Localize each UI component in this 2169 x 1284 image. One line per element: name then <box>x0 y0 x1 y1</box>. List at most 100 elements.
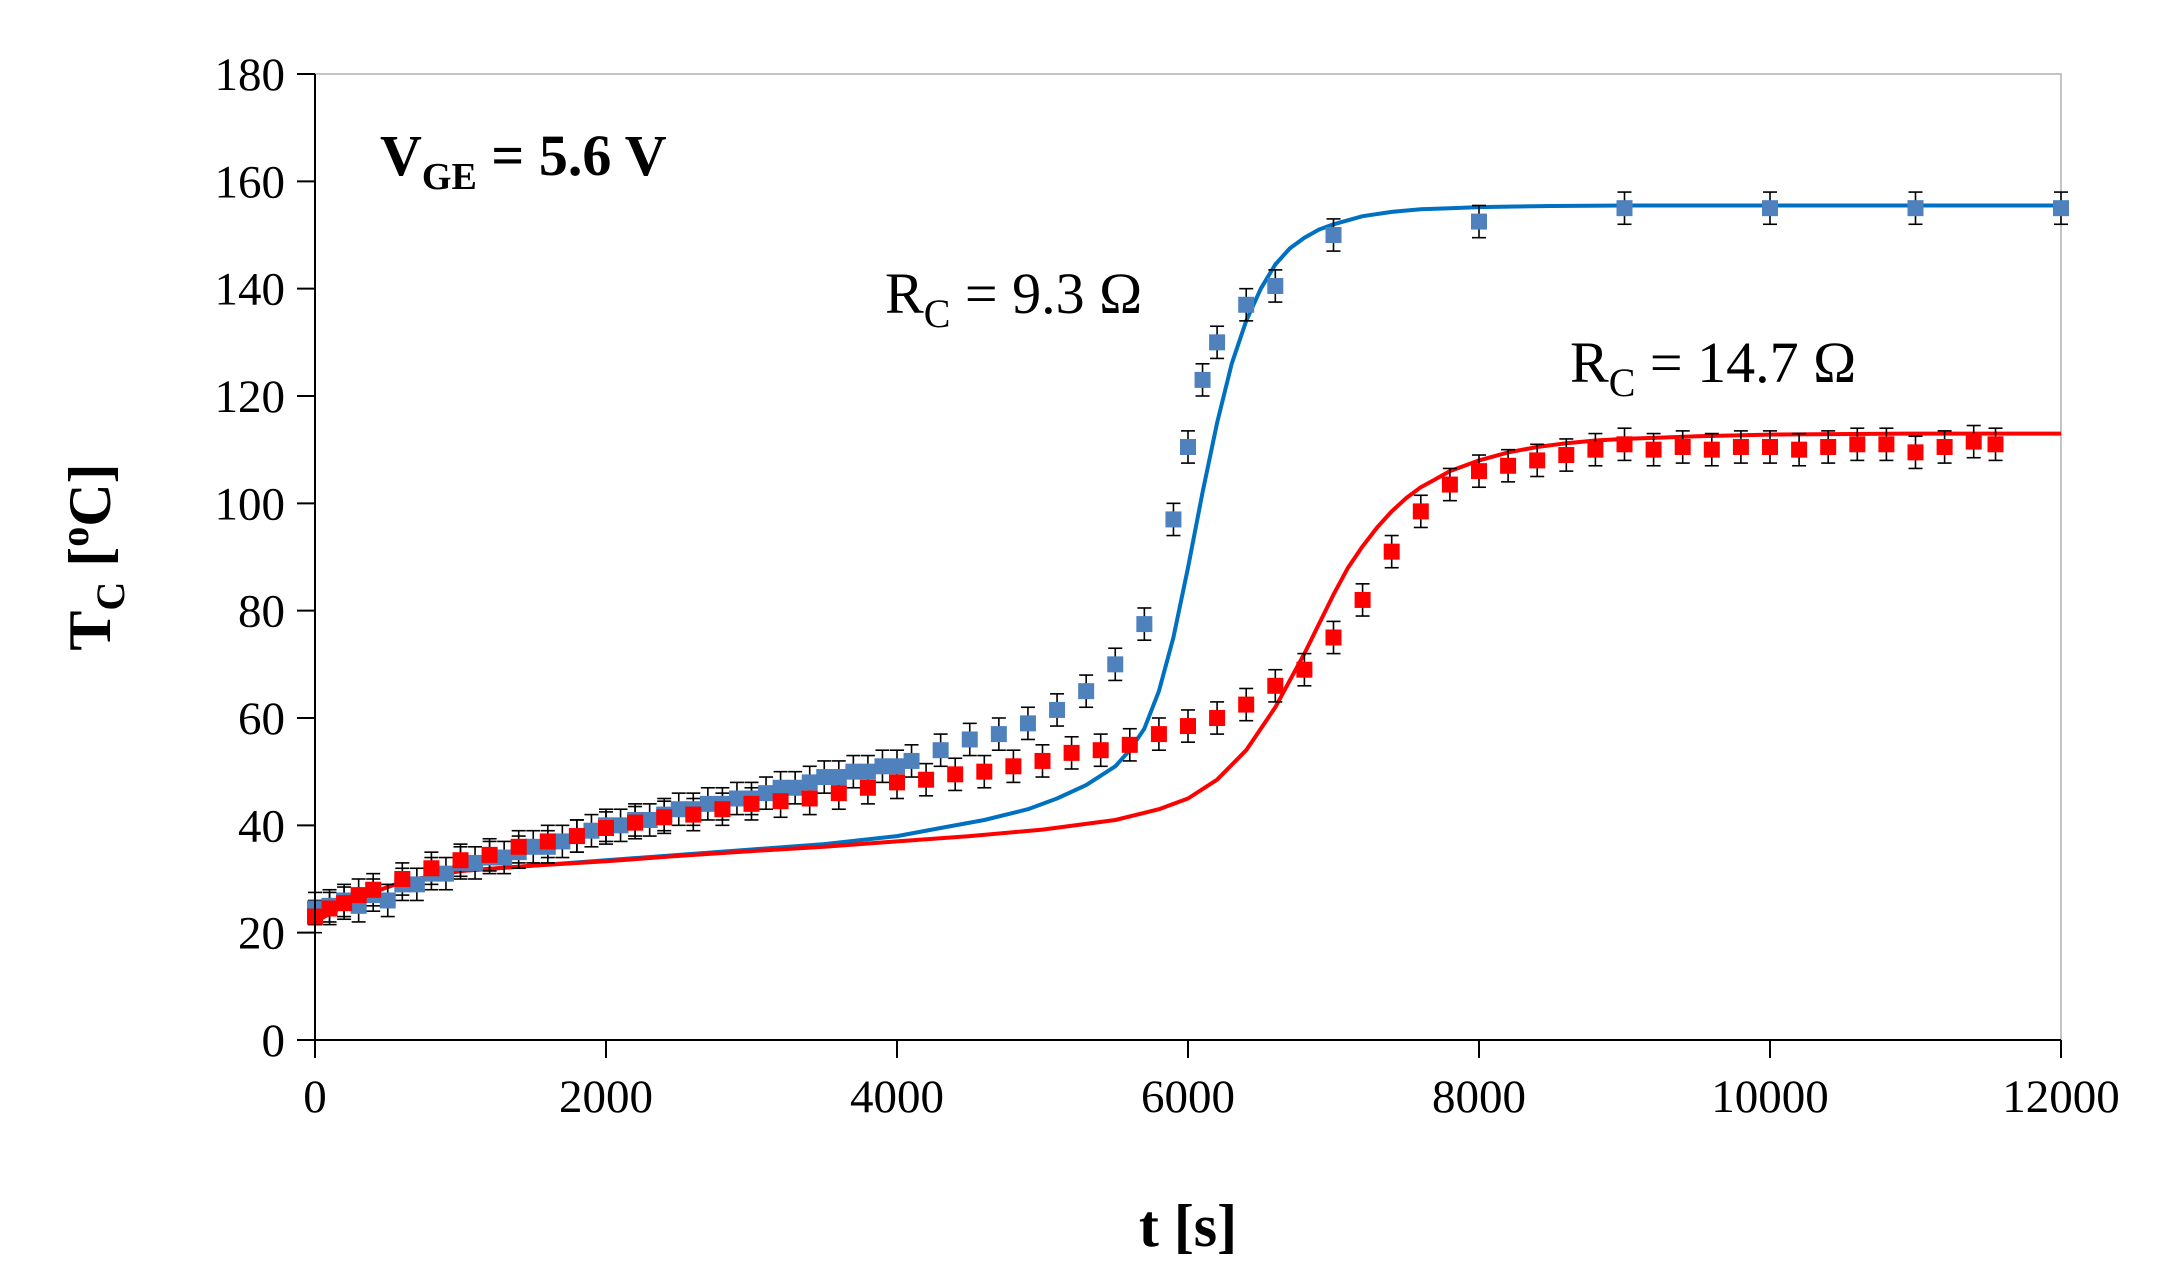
data-point <box>1616 200 1633 217</box>
data-point <box>772 779 789 796</box>
data-point <box>525 838 542 855</box>
data-point <box>1412 503 1429 520</box>
data-point <box>1878 436 1895 453</box>
data-point <box>1136 616 1153 633</box>
y-axis-title-main: T <box>57 611 123 651</box>
data-point <box>656 809 673 826</box>
data-point <box>379 892 396 909</box>
data-point <box>743 795 760 812</box>
data-point <box>859 779 876 796</box>
data-point <box>1325 629 1342 646</box>
data-point <box>1267 277 1284 294</box>
data-point <box>365 881 382 898</box>
y-tick-label: 180 <box>215 49 286 101</box>
data-point <box>1762 200 1778 217</box>
data-point <box>947 766 964 783</box>
data-point <box>452 852 469 869</box>
data-markers <box>307 200 2069 925</box>
annotation-rc-blue-rest: = 9.3 Ω <box>950 261 1142 326</box>
data-point <box>1616 436 1633 453</box>
y-axis-title-end: C] <box>57 463 123 526</box>
data-point <box>2053 200 2069 217</box>
data-point <box>1296 661 1313 678</box>
y-tick-label: 40 <box>238 800 285 852</box>
data-point <box>903 752 920 769</box>
y-tick-label: 80 <box>238 586 285 638</box>
data-point <box>1078 683 1095 700</box>
data-point <box>568 828 585 845</box>
data-point <box>874 758 891 775</box>
data-point <box>889 758 905 775</box>
annotation-rc-blue-sub: C <box>924 291 951 336</box>
data-point <box>728 790 745 807</box>
annotation-rc-red-main: R <box>1570 330 1609 395</box>
data-point <box>1107 656 1124 673</box>
annotation-rc-red-sub: C <box>1609 360 1636 405</box>
data-point <box>496 849 513 866</box>
data-point <box>627 814 644 831</box>
data-point <box>336 895 353 912</box>
data-point <box>1849 436 1866 453</box>
annotation-vge: VGE = 5.6 V <box>380 123 667 198</box>
data-point <box>990 726 1007 743</box>
data-point <box>1645 441 1662 458</box>
data-point <box>1965 433 1982 450</box>
y-tick-label: 100 <box>215 478 286 530</box>
data-point <box>1907 200 1924 217</box>
data-point <box>1383 543 1400 560</box>
data-point <box>1238 296 1255 313</box>
x-tick-label: 6000 <box>1141 1071 1235 1123</box>
x-tick-label: 10000 <box>1711 1071 1829 1123</box>
y-axis-title-sub: C <box>88 582 133 611</box>
annotation-rc-red: RC = 14.7 Ω <box>1570 330 1856 405</box>
data-point <box>612 817 629 834</box>
data-point <box>699 795 716 812</box>
data-point <box>641 811 658 828</box>
x-axis-title: t [s] <box>1139 1193 1237 1259</box>
data-point <box>394 871 411 887</box>
data-point <box>932 742 949 759</box>
annotation-vge-main: V <box>380 123 422 188</box>
data-point <box>685 806 702 823</box>
data-point <box>554 833 571 850</box>
data-point <box>510 838 527 855</box>
data-point <box>1209 710 1226 726</box>
tick-labels: 0 20 40 60 80 100 120 140 160 180 0 2000 4000 6000 800… <box>215 49 2120 1123</box>
y-tick-label: 160 <box>215 156 286 208</box>
data-point <box>1762 438 1778 455</box>
data-point <box>801 790 818 807</box>
data-point <box>1703 441 1720 458</box>
data-point <box>961 731 978 748</box>
axes <box>297 73 2062 1058</box>
data-point <box>1238 696 1255 713</box>
data-point <box>1092 742 1109 759</box>
y-tick-label: 60 <box>238 693 285 745</box>
data-point <box>1441 476 1458 493</box>
x-tick-label: 8000 <box>1432 1071 1526 1123</box>
data-point <box>787 779 804 796</box>
data-point <box>1354 591 1371 608</box>
data-point <box>758 785 775 802</box>
y-axis-title-sup: o <box>52 527 97 547</box>
data-point <box>1180 718 1196 735</box>
data-point <box>670 801 687 818</box>
data-point <box>598 820 614 837</box>
data-point <box>1471 463 1487 480</box>
y-axis-title-rest: [ <box>57 547 123 582</box>
data-point <box>830 769 847 786</box>
data-point <box>1936 438 1953 455</box>
annotation-vge-sub: GE <box>422 156 477 198</box>
x-tick-label: 0 <box>303 1071 327 1123</box>
annotation-rc-blue: RC = 9.3 Ω <box>885 261 1142 336</box>
data-point <box>1005 758 1022 775</box>
data-point <box>1471 213 1487 230</box>
y-tick-label: 0 <box>262 1015 286 1067</box>
data-point <box>1791 441 1808 458</box>
data-point <box>1194 371 1211 388</box>
data-point <box>889 774 905 791</box>
annotation-vge-rest: = 5.6 V <box>477 123 667 188</box>
data-point <box>1049 701 1066 718</box>
data-point <box>408 876 425 893</box>
data-point <box>583 822 600 839</box>
